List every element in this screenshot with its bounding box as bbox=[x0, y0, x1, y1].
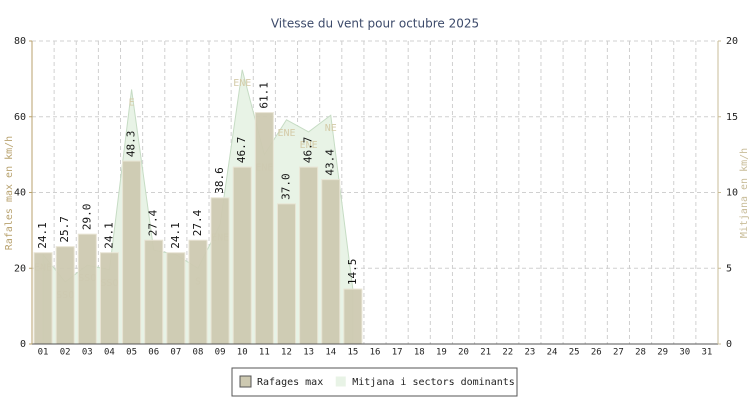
direction-label: ENE bbox=[300, 140, 318, 151]
value-label: 24.1 bbox=[36, 222, 49, 249]
y2-axis-title: Mitjana en km/h bbox=[739, 148, 750, 238]
x-tick-label: 26 bbox=[591, 348, 602, 358]
x-tick-label: 17 bbox=[392, 348, 403, 358]
x-tick-label: 22 bbox=[502, 348, 513, 358]
direction-label: E bbox=[129, 97, 135, 108]
value-label: 46.7 bbox=[235, 137, 248, 164]
y-tick-label: 0 bbox=[20, 339, 26, 350]
value-label: 14.5 bbox=[346, 259, 359, 286]
y-axis-title: Rafales max en km/h bbox=[4, 136, 15, 250]
value-label: 48.3 bbox=[125, 131, 138, 158]
direction-label: NE bbox=[325, 123, 337, 134]
y-tick-label: 60 bbox=[14, 112, 26, 123]
legend-swatch bbox=[239, 375, 252, 388]
value-label: 24.1 bbox=[102, 222, 115, 249]
y2-tick-label: 5 bbox=[726, 263, 732, 274]
value-label: 27.4 bbox=[191, 209, 204, 236]
y2-tick-label: 10 bbox=[726, 188, 738, 199]
bar bbox=[321, 179, 341, 345]
x-tick-label: 07 bbox=[170, 348, 181, 358]
y2-tick-label: 20 bbox=[726, 36, 738, 47]
y2-tick-label: 0 bbox=[726, 339, 732, 350]
value-label: 61.1 bbox=[257, 82, 270, 109]
bar bbox=[166, 252, 186, 345]
x-tick-label: 11 bbox=[259, 348, 270, 358]
x-tick-label: 24 bbox=[547, 348, 558, 358]
chart-title: Vitesse du vent pour octubre 2025 bbox=[271, 17, 479, 31]
bar bbox=[144, 239, 164, 345]
bar bbox=[55, 246, 75, 345]
value-label: 24.1 bbox=[169, 222, 182, 249]
bar bbox=[33, 252, 53, 345]
bar bbox=[77, 233, 97, 345]
y-tick-label: 80 bbox=[14, 36, 26, 47]
value-label: 29.0 bbox=[80, 204, 93, 231]
value-label: 46.7 bbox=[302, 137, 315, 164]
x-tick-label: 04 bbox=[104, 348, 115, 358]
value-label: 25.7 bbox=[58, 216, 71, 243]
x-tick-label: 10 bbox=[237, 348, 248, 358]
y2-tick-label: 15 bbox=[726, 112, 738, 123]
x-tick-label: 27 bbox=[613, 348, 624, 358]
direction-label: ENE bbox=[277, 128, 295, 139]
bar bbox=[254, 112, 274, 345]
y-tick-label: 40 bbox=[14, 188, 26, 199]
legend-box bbox=[231, 367, 518, 397]
x-tick-label: 29 bbox=[657, 348, 668, 358]
legend-swatch bbox=[334, 375, 347, 388]
bar bbox=[276, 203, 296, 345]
bar bbox=[299, 166, 319, 345]
x-tick-label: 15 bbox=[347, 348, 358, 358]
x-tick-label: 18 bbox=[414, 348, 425, 358]
x-tick-label: 05 bbox=[126, 348, 137, 358]
direction-label: ENE bbox=[233, 78, 251, 89]
x-tick-label: 06 bbox=[148, 348, 159, 358]
x-tick-label: 31 bbox=[702, 348, 713, 358]
bar bbox=[188, 239, 208, 345]
bar bbox=[210, 197, 230, 345]
x-tick-label: 20 bbox=[458, 348, 469, 358]
value-label: 43.4 bbox=[324, 149, 337, 176]
x-tick-label: 21 bbox=[480, 348, 491, 358]
x-tick-label: 25 bbox=[569, 348, 580, 358]
y-tick-label: 20 bbox=[14, 263, 26, 274]
x-tick-label: 19 bbox=[436, 348, 447, 358]
value-label: 37.0 bbox=[279, 173, 292, 200]
x-tick-label: 01 bbox=[38, 348, 49, 358]
x-tick-label: 28 bbox=[635, 348, 646, 358]
bar bbox=[99, 252, 119, 345]
x-tick-label: 02 bbox=[60, 348, 71, 358]
x-tick-label: 03 bbox=[82, 348, 93, 358]
x-tick-label: 23 bbox=[524, 348, 535, 358]
x-tick-label: 08 bbox=[193, 348, 204, 358]
x-tick-label: 09 bbox=[215, 348, 226, 358]
x-tick-label: 30 bbox=[679, 348, 690, 358]
value-label: 38.6 bbox=[213, 167, 226, 194]
bar bbox=[232, 166, 252, 345]
value-label: 27.4 bbox=[147, 209, 160, 236]
bar bbox=[122, 160, 142, 345]
x-tick-label: 12 bbox=[281, 348, 292, 358]
x-tick-label: 16 bbox=[370, 348, 381, 358]
legend-label: Mitjana i sectors dominants bbox=[352, 377, 515, 388]
x-tick-label: 14 bbox=[325, 348, 336, 358]
bar bbox=[343, 288, 363, 345]
x-tick-label: 13 bbox=[303, 348, 314, 358]
legend-label: Rafages max bbox=[257, 377, 323, 388]
